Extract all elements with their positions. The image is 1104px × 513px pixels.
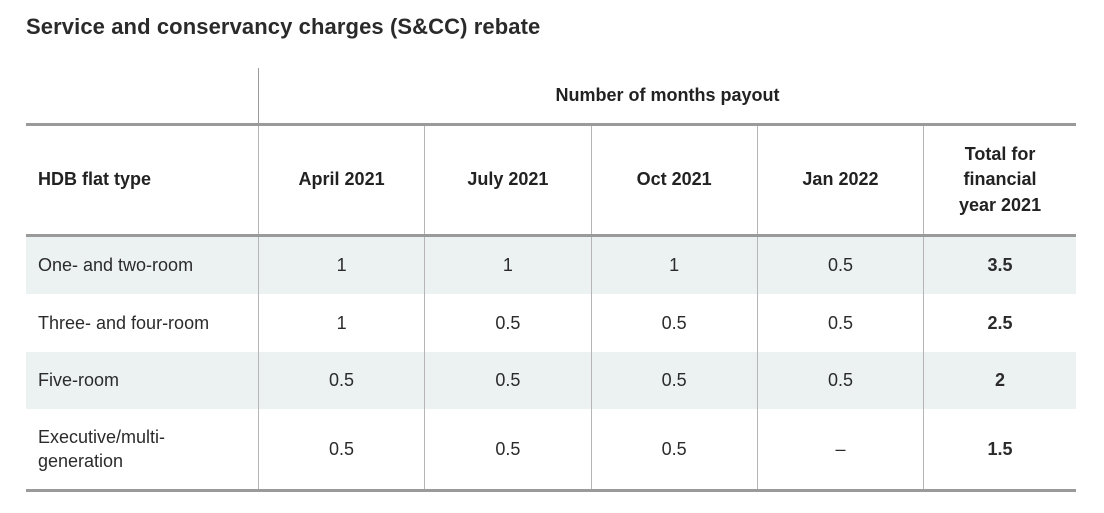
blank-header-cell [26, 68, 259, 125]
july-2021-cell: 0.5 [424, 409, 592, 492]
july-2021-cell: 1 [424, 235, 592, 295]
rebate-table: Number of months payout HDB flat type Ap… [26, 68, 1076, 492]
april-2021-cell: 0.5 [258, 409, 426, 492]
oct-2021-cell: 0.5 [591, 409, 758, 492]
flat-type-cell: Five-room [26, 352, 259, 409]
july-2021-cell: 0.5 [424, 352, 592, 409]
april-2021-cell: 1 [258, 235, 426, 295]
column-header-flat-type: HDB flat type [26, 123, 259, 237]
table-row: Executive/multi-generation 0.5 0.5 0.5 –… [26, 409, 1076, 492]
group-header: Number of months payout [555, 85, 780, 105]
oct-2021-cell: 0.5 [591, 294, 758, 352]
total-cell: 2 [923, 352, 1076, 409]
jan-2022-cell: – [757, 409, 925, 492]
oct-2021-cell: 0.5 [591, 352, 758, 409]
column-header-total: Total for financial year 2021 [923, 123, 1076, 237]
flat-type-label: Executive/multi-generation [38, 426, 166, 471]
total-cell: 1.5 [923, 409, 1076, 492]
jan-2022-cell: 0.5 [757, 352, 925, 409]
july-2021-cell: 0.5 [424, 294, 592, 352]
total-cell: 3.5 [923, 235, 1076, 295]
oct-2021-cell: 1 [591, 235, 758, 295]
column-header-jan-2022: Jan 2022 [757, 123, 925, 237]
column-header-total-label: Total for financial year 2021 [959, 144, 1042, 215]
jan-2022-cell: 0.5 [757, 235, 925, 295]
column-header-july-2021: July 2021 [424, 123, 592, 237]
column-header-oct-2021: Oct 2021 [591, 123, 758, 237]
column-header-row: HDB flat type April 2021 July 2021 Oct 2… [26, 123, 1076, 237]
total-cell: 2.5 [923, 294, 1076, 352]
flat-type-cell: Executive/multi-generation [26, 409, 259, 492]
jan-2022-cell: 0.5 [757, 294, 925, 352]
table-row: Five-room 0.5 0.5 0.5 0.5 2 [26, 352, 1076, 409]
page-title: Service and conservancy charges (S&CC) r… [26, 14, 541, 39]
flat-type-cell: One- and two-room [26, 235, 259, 295]
group-header-row: Number of months payout [26, 68, 1076, 125]
april-2021-cell: 1 [258, 294, 426, 352]
table-row: Three- and four-room 1 0.5 0.5 0.5 2.5 [26, 294, 1076, 352]
table-row: One- and two-room 1 1 1 0.5 3.5 [26, 235, 1076, 295]
april-2021-cell: 0.5 [258, 352, 426, 409]
column-header-april-2021: April 2021 [258, 123, 426, 237]
flat-type-cell: Three- and four-room [26, 294, 259, 352]
